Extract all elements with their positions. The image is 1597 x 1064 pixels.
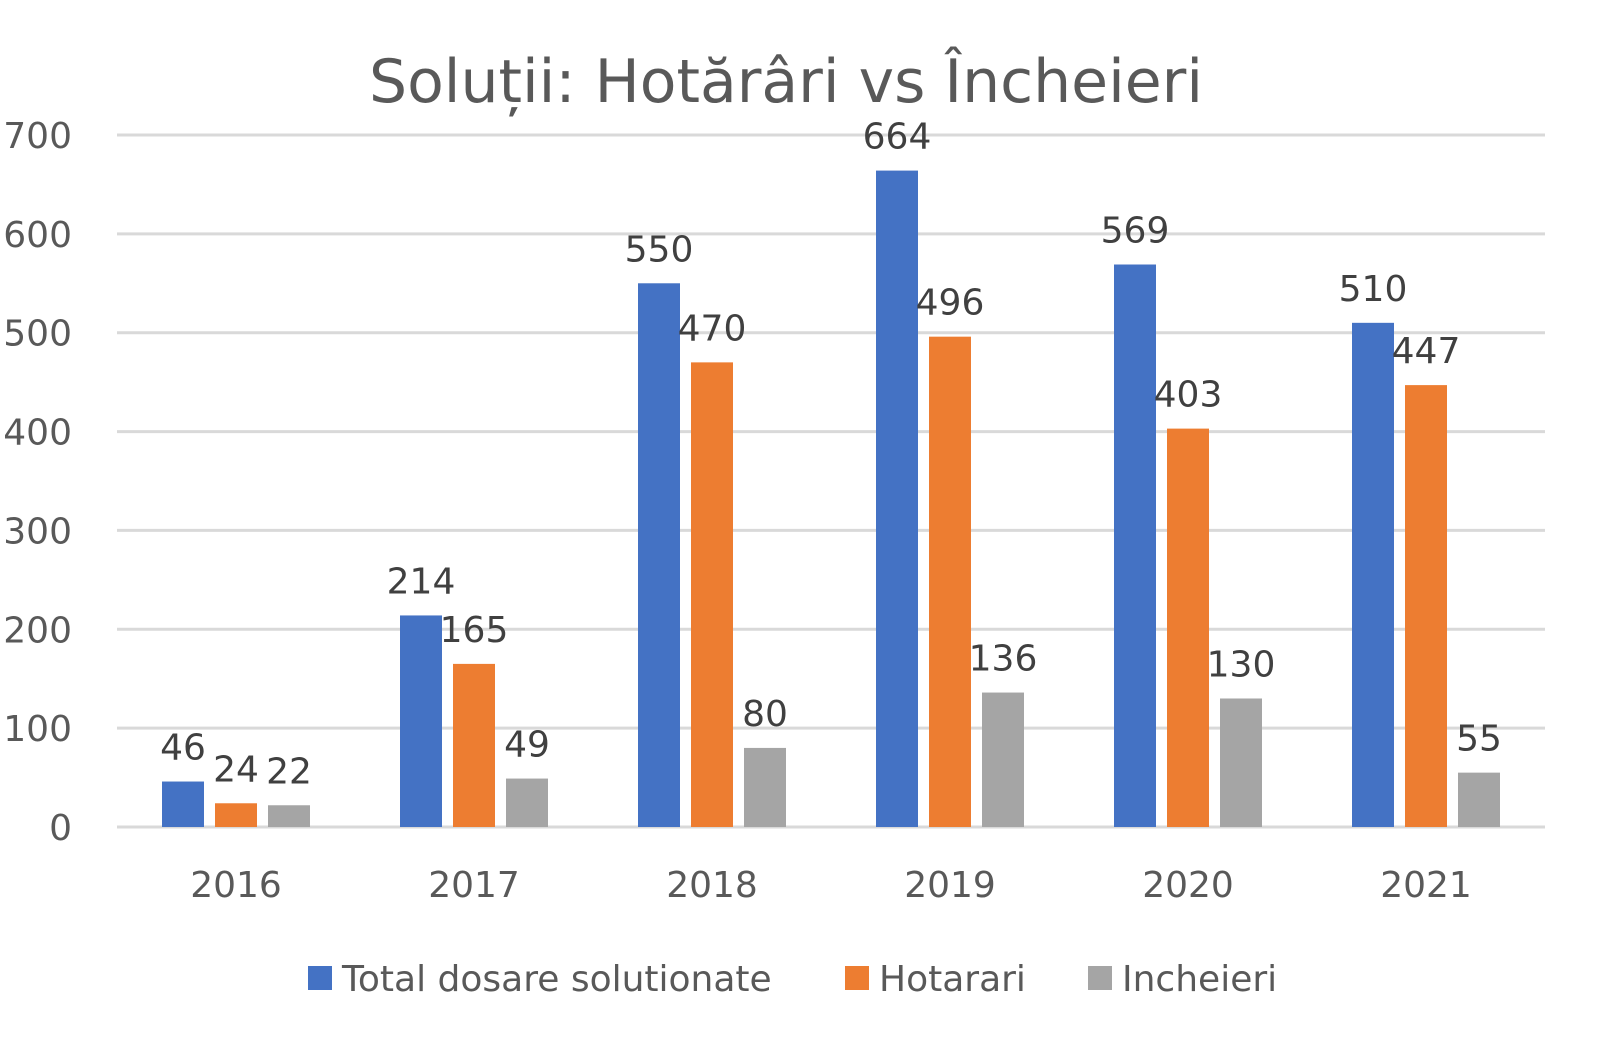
data-label: 403 bbox=[1154, 375, 1223, 416]
x-axis-ticks: 2016 2017 2018 2019 2020 2021 bbox=[190, 865, 1472, 906]
data-label: 136 bbox=[969, 639, 1038, 680]
bar-total-dosare-solutionate-2021 bbox=[1352, 322, 1394, 827]
data-label: 447 bbox=[1392, 331, 1461, 372]
bar-total-dosare-solutionate-2017 bbox=[400, 615, 442, 827]
bar-hotarari-2018 bbox=[691, 362, 733, 827]
data-label: 664 bbox=[863, 117, 932, 158]
bar-incheieri-2018 bbox=[744, 747, 786, 827]
legend-label: Hotarari bbox=[879, 959, 1026, 1000]
bar-total-dosare-solutionate-2020 bbox=[1114, 264, 1156, 827]
data-label: 24 bbox=[213, 749, 259, 790]
y-tick-label: 500 bbox=[3, 314, 72, 355]
legend-swatch bbox=[845, 966, 869, 990]
data-label: 496 bbox=[916, 283, 985, 324]
bar-incheieri-2017 bbox=[506, 778, 548, 827]
data-label: 22 bbox=[266, 751, 312, 792]
x-tick-label: 2018 bbox=[666, 865, 758, 906]
data-label: 130 bbox=[1207, 644, 1276, 685]
y-tick-label: 0 bbox=[49, 808, 72, 849]
bars bbox=[162, 170, 1500, 828]
x-tick-label: 2016 bbox=[190, 865, 282, 906]
legend-swatch bbox=[308, 966, 332, 990]
y-axis-ticks: 0 100 200 300 400 500 600 700 bbox=[3, 116, 72, 849]
legend-swatch bbox=[1088, 966, 1112, 990]
legend: Total dosare solutionate Hotarari Incheier… bbox=[308, 959, 1277, 1000]
bar-hotarari-2017 bbox=[453, 663, 495, 827]
data-label: 470 bbox=[678, 308, 747, 349]
x-tick-label: 2017 bbox=[428, 865, 520, 906]
data-label: 510 bbox=[1339, 269, 1408, 310]
data-label: 569 bbox=[1101, 211, 1170, 252]
bar-incheieri-2020 bbox=[1220, 698, 1262, 827]
legend-label: Total dosare solutionate bbox=[341, 959, 772, 1000]
y-tick-label: 400 bbox=[3, 413, 72, 454]
bar-incheieri-2019 bbox=[982, 692, 1024, 827]
x-tick-label: 2021 bbox=[1380, 865, 1472, 906]
y-tick-label: 200 bbox=[3, 610, 72, 651]
y-tick-label: 700 bbox=[3, 116, 72, 157]
data-label: 55 bbox=[1456, 719, 1502, 760]
chart-title: Soluții: Hotărâri vs Încheieri bbox=[369, 45, 1203, 117]
y-tick-label: 300 bbox=[3, 511, 72, 552]
data-label: 49 bbox=[504, 725, 550, 766]
y-tick-label: 600 bbox=[3, 215, 72, 256]
bar-hotarari-2019 bbox=[929, 336, 971, 827]
data-label: 214 bbox=[387, 561, 456, 602]
data-label: 80 bbox=[742, 694, 788, 735]
legend-item: Incheieri bbox=[1088, 959, 1277, 1000]
legend-label: Incheieri bbox=[1122, 959, 1277, 1000]
bar-hotarari-2020 bbox=[1167, 428, 1209, 827]
bar-hotarari-2016 bbox=[215, 803, 257, 827]
data-label: 46 bbox=[160, 728, 206, 769]
legend-item: Total dosare solutionate bbox=[308, 959, 772, 1000]
bar-hotarari-2021 bbox=[1405, 385, 1447, 827]
bar-total-dosare-solutionate-2016 bbox=[162, 781, 204, 827]
legend-item: Hotarari bbox=[845, 959, 1026, 1000]
data-label: 165 bbox=[440, 610, 509, 651]
y-tick-label: 100 bbox=[3, 709, 72, 750]
gridlines bbox=[117, 133, 1545, 829]
x-tick-label: 2020 bbox=[1142, 865, 1234, 906]
bar-incheieri-2021 bbox=[1458, 772, 1500, 827]
data-label: 550 bbox=[625, 229, 694, 270]
x-tick-label: 2019 bbox=[904, 865, 996, 906]
bar-incheieri-2016 bbox=[268, 805, 310, 827]
bar-total-dosare-solutionate-2018 bbox=[638, 283, 680, 827]
bar-total-dosare-solutionate-2019 bbox=[876, 170, 918, 828]
